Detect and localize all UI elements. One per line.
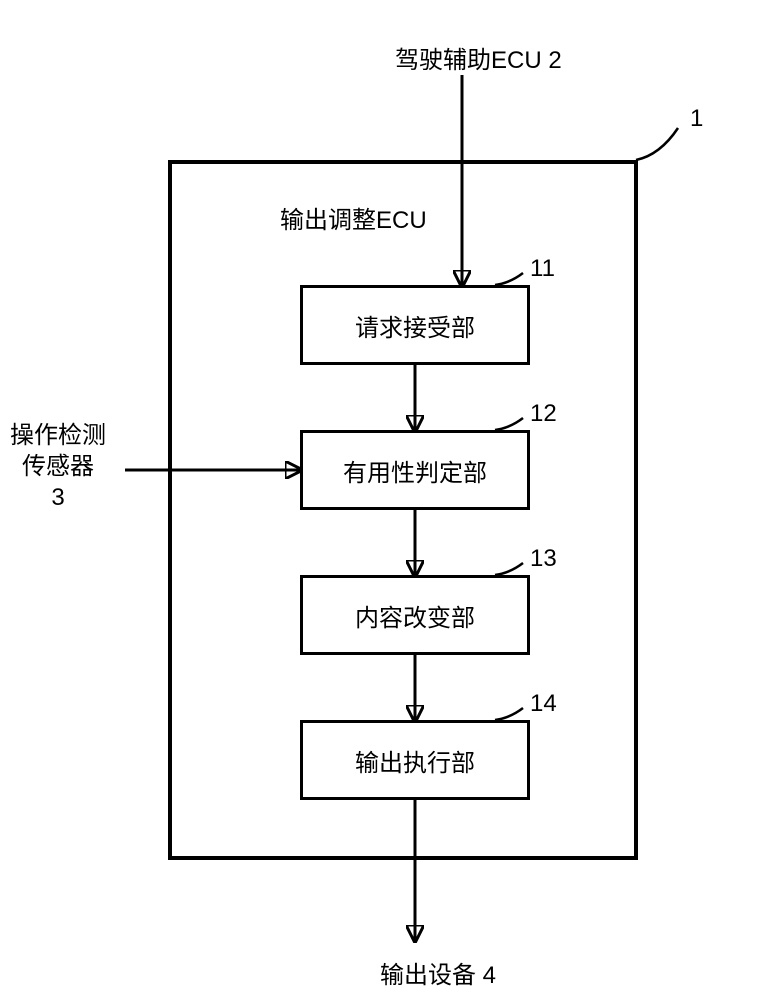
node-content-change: 内容改变部: [300, 575, 530, 655]
ref-label-1: 1: [690, 105, 703, 133]
ref-label-13: 13: [530, 545, 557, 573]
label-drive-assist-ecu: 驾驶辅助ECU 2: [395, 40, 562, 75]
label-operation-sensor: 操作检测 传感器 3: [10, 420, 106, 514]
ref-label-12: 12: [530, 400, 557, 428]
node-label: 有用性判定部: [343, 453, 487, 488]
node-label: 请求接受部: [355, 308, 475, 343]
node-label: 输出执行部: [355, 743, 475, 778]
node-usefulness-judge: 有用性判定部: [300, 430, 530, 510]
container-label: 输出调整ECU: [280, 200, 427, 235]
label-output-device: 输出设备 4: [380, 955, 496, 990]
ref-label-11: 11: [530, 255, 555, 283]
ref-label-14: 14: [530, 690, 557, 718]
node-label: 内容改变部: [355, 598, 475, 633]
node-request-accept: 请求接受部: [300, 285, 530, 365]
node-output-execute: 输出执行部: [300, 720, 530, 800]
